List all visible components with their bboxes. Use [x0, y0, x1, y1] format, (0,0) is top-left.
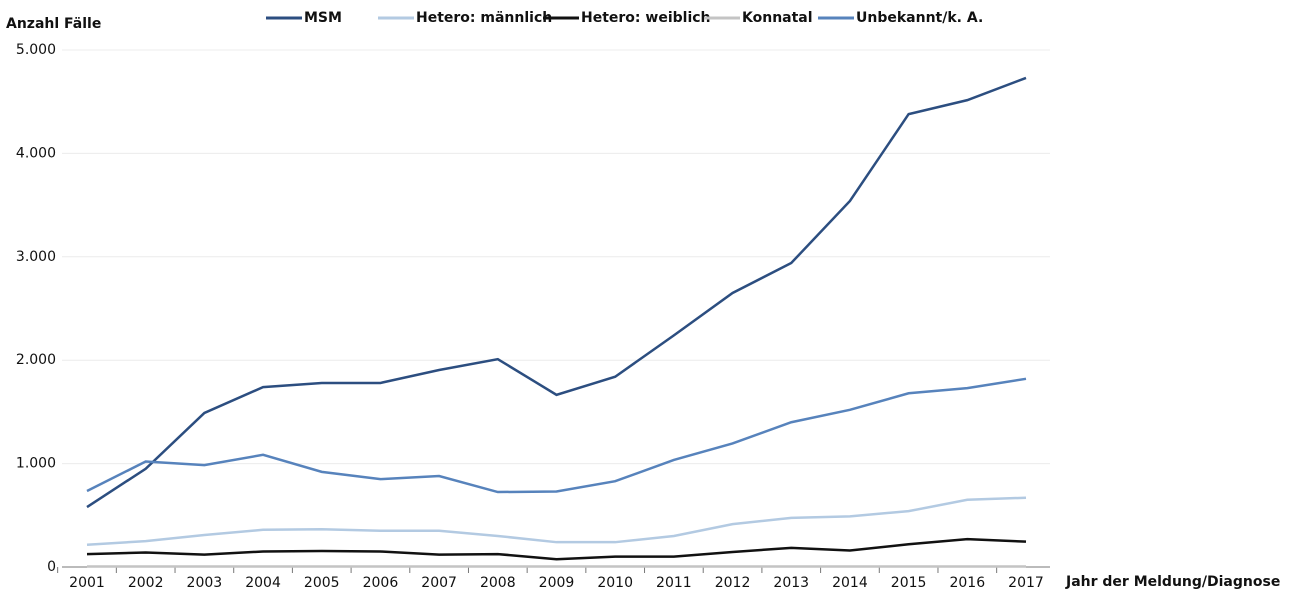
x-tick-label: 2005 [304, 575, 340, 591]
x-tick-label: 2009 [539, 575, 575, 591]
x-tick-label: 2007 [421, 575, 457, 591]
legend-label: Unbekannt/k. A. [856, 10, 983, 26]
x-tick-label: 2002 [128, 575, 164, 591]
x-tick-label: 2012 [715, 575, 751, 591]
x-tick-label: 2003 [187, 575, 223, 591]
y-tick-label: 4.000 [16, 145, 56, 161]
x-tick-label: 2016 [949, 575, 985, 591]
x-tick-label: 2008 [480, 575, 516, 591]
series-line [86, 537, 1027, 561]
y-tick-label: 5.000 [16, 42, 56, 58]
x-tick-label: 2015 [891, 575, 927, 591]
series-line [86, 76, 1027, 509]
x-tick-label: 2006 [363, 575, 399, 591]
legend-label: Konnatal [742, 10, 813, 26]
x-tick-label: 2017 [1008, 575, 1044, 591]
x-axis-label: Jahr der Meldung/Diagnose [1065, 574, 1280, 590]
legend-label: Hetero: weiblich [581, 10, 711, 26]
y-tick-label: 0 [47, 559, 56, 575]
x-tick-label: 2010 [597, 575, 633, 591]
x-tick-label: 2011 [656, 575, 692, 591]
y-tick-label: 2.000 [16, 352, 56, 368]
y-tick-label: 1.000 [16, 456, 56, 472]
x-tick-label: 2004 [245, 575, 281, 591]
x-tick-label: 2013 [773, 575, 809, 591]
y-axis-label: Anzahl Fälle [6, 16, 101, 32]
y-tick-label: 3.000 [16, 249, 56, 265]
series-line [86, 377, 1027, 494]
x-tick-label: 2001 [69, 575, 105, 591]
legend-label: Hetero: männlich [416, 10, 552, 26]
x-tick-label: 2014 [832, 575, 868, 591]
series-line [86, 496, 1027, 547]
legend-label: MSM [304, 10, 342, 26]
